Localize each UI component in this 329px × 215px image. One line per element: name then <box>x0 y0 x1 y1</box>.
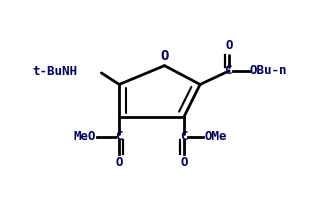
Text: OBu-n: OBu-n <box>250 64 287 77</box>
Text: OMe: OMe <box>204 130 227 143</box>
Text: O: O <box>225 38 233 52</box>
Text: O: O <box>180 156 188 169</box>
Text: O: O <box>115 156 123 169</box>
Text: MeO: MeO <box>73 130 96 143</box>
Text: t-BuNH: t-BuNH <box>32 65 77 78</box>
Text: C: C <box>115 130 123 143</box>
Text: C: C <box>224 64 231 77</box>
Text: C: C <box>180 130 188 143</box>
Text: O: O <box>160 49 169 63</box>
